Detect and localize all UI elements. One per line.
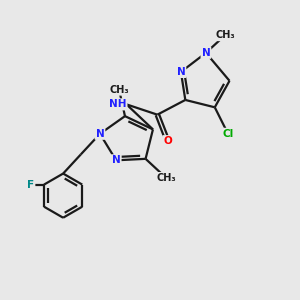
Text: F: F [27,180,34,190]
Text: Cl: Cl [222,129,234,139]
Text: N: N [176,67,185,77]
Text: CH₃: CH₃ [156,173,176,183]
Text: N: N [112,155,121,165]
Text: N: N [96,129,104,139]
Text: CH₃: CH₃ [109,85,129,94]
Text: CH₃: CH₃ [215,30,235,40]
Text: O: O [163,136,172,146]
Text: NH: NH [109,99,126,110]
Text: N: N [202,48,210,58]
